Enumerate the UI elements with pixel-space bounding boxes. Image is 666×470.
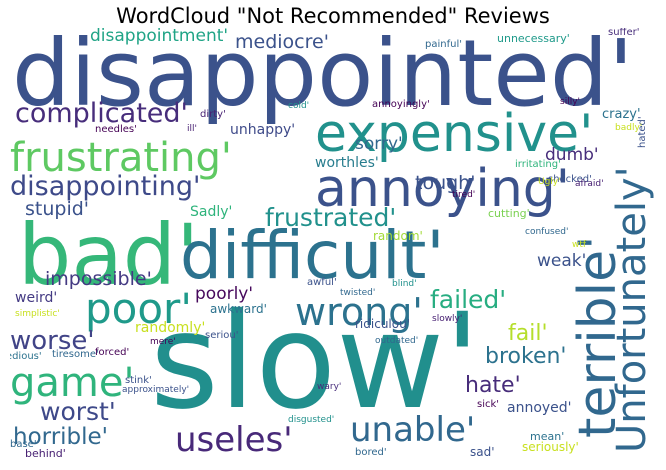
word-awkward: awkward' [210, 302, 267, 316]
word-awful: awful' [307, 277, 337, 288]
word-cloud: disappointed' slow' bad' difficult' anno… [10, 28, 655, 463]
word-unhappy: unhappy' [230, 122, 296, 138]
word-shocked: shocked' [548, 174, 592, 185]
word-unnecessary: unnecessary' [497, 32, 570, 45]
word-silly: silly' [560, 97, 580, 107]
word-poorly: poorly' [195, 284, 254, 304]
word-ill: ill' [187, 124, 197, 134]
word-stink: stink' [125, 375, 152, 386]
word-unable: unable' [350, 410, 476, 450]
word-mediocre: mediocre' [235, 31, 329, 53]
word-twisted: twisted' [340, 288, 376, 298]
word-base: base' [10, 439, 37, 450]
word-randomly: randomly' [135, 320, 206, 336]
word-disappointing: disappointing' [10, 171, 201, 202]
word-sad: sad' [470, 445, 495, 459]
word-suffer: suffer' [608, 28, 640, 38]
word-tough: tough' [415, 172, 476, 194]
word-tiresome: tiresome' [52, 349, 99, 360]
word-frustrated: frustrated' [265, 203, 397, 232]
word-sick: sick' [477, 399, 500, 410]
word-frustrating: frustrating' [10, 135, 232, 181]
word-disgusted: disgusted' [288, 415, 335, 425]
word-annoyed: annoyed' [507, 400, 572, 416]
word-sorry: sorry' [355, 134, 403, 154]
word-disappointment: disappointment' [90, 28, 229, 46]
word-confused: confused' [525, 227, 569, 237]
word-useles: useles' [175, 420, 293, 460]
word-disappointed: disappointed' [12, 28, 634, 127]
word-sadly: Sadly' [190, 204, 233, 220]
word-cold: cold' [288, 101, 310, 111]
word-irritating: irritating' [515, 159, 561, 170]
word-wtf: wtf [572, 240, 587, 250]
word-wary: wary' [317, 382, 342, 392]
word-slow: slow' [150, 285, 481, 439]
word-wrong: wrong' [295, 290, 423, 334]
word-bad: bad' [18, 206, 200, 304]
word-unfortunately: Unfortunately' [609, 166, 655, 453]
word-weird: weird' [15, 290, 58, 306]
word-difficult: difficult' [180, 217, 445, 294]
word-impossible: impossible' [45, 268, 152, 290]
word-forced: forced' [95, 347, 130, 358]
word-complicated: complicated' [15, 98, 188, 129]
word-mere: mere' [150, 337, 176, 347]
word-expensive: expensive' [315, 104, 594, 164]
word-ugly: Ugly' [538, 177, 561, 187]
word-cutting: cutting' [488, 207, 530, 220]
word-painful: painful' [425, 39, 462, 50]
word-ridiculou: ridiculou' [355, 317, 411, 331]
word-fail: fail' [508, 321, 548, 346]
word-mean: mean' [530, 430, 565, 443]
word-approximately: approximately' [122, 385, 190, 395]
word-tired: tired' [452, 190, 476, 200]
chart-title: WordCloud "Not Recommended" Reviews [116, 4, 550, 28]
word-bored: bored' [355, 447, 387, 458]
word-stupid: stupid' [25, 198, 90, 220]
word-blind: blind' [392, 279, 417, 289]
word-outdated: outdated' [375, 336, 419, 346]
word-behind: behind' [25, 447, 66, 460]
word-worst: worst' [40, 397, 116, 426]
word-tedious: tedious' [10, 351, 42, 362]
word-annoyingly: annoyingly' [372, 99, 430, 110]
word-worthles: worthles' [315, 155, 379, 171]
word-poor: poor' [85, 284, 192, 333]
word-horrible: horrible' [13, 424, 109, 450]
word-afraid: afraid' [575, 179, 604, 189]
word-weak: weak' [537, 251, 587, 271]
word-broken: broken' [485, 344, 567, 369]
word-needles: needles' [95, 124, 137, 135]
word-game: game' [10, 360, 135, 406]
word-random: random' [373, 229, 423, 243]
word-hate: hate' [465, 373, 521, 398]
word-dumb: dumb' [545, 145, 599, 165]
word-simplistic: simplistic' [15, 309, 60, 319]
word-seriously: seriously' [522, 440, 579, 454]
word-seriou: seriou' [205, 330, 239, 341]
word-dirty: dirty' [200, 109, 226, 120]
word-crazy: crazy' [602, 107, 641, 122]
word-failed: failed' [430, 285, 507, 314]
word-annoying: annoying' [315, 159, 571, 219]
word-worse: worse' [10, 326, 95, 356]
word-badly: badly' [615, 123, 643, 133]
word-slowly: slowly' [432, 314, 463, 324]
